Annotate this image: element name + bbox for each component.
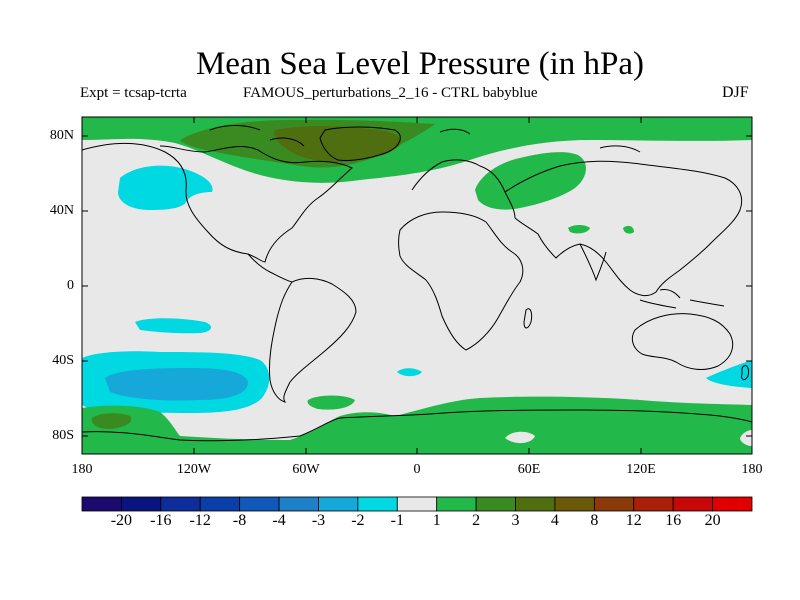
- lon-tick-0: 0: [413, 462, 421, 477]
- colorbar-swatch: [396, 496, 438, 512]
- colorbar-swatch: [278, 496, 319, 512]
- colorbar-swatch: [199, 496, 241, 512]
- coast-north-america: [81, 143, 353, 263]
- indian-negative: [706, 360, 752, 388]
- chart-title: Mean Sea Level Pressure (in hPa): [195, 46, 645, 82]
- colorbar-label: -2: [351, 512, 365, 529]
- colorbar-label: -4: [272, 512, 286, 529]
- colorbar-swatch: [239, 496, 280, 512]
- lat-tick-40s: 40S: [52, 353, 74, 368]
- coast-africa: [398, 211, 524, 351]
- coast-arctic-islands: [209, 125, 641, 153]
- lon-tick-180e: 180: [741, 462, 763, 477]
- colorbar-swatch: [475, 496, 516, 512]
- south-atlantic-negative: [397, 368, 422, 377]
- colorbar-swatch: [593, 496, 635, 512]
- coast-india: [579, 243, 607, 282]
- lat-tick-0: 0: [67, 278, 74, 293]
- season-label: DJF: [722, 84, 749, 101]
- lat-tick-80s: 80S: [52, 428, 74, 443]
- colorbar-label: -3: [311, 512, 326, 529]
- colorbar-swatch: [712, 496, 753, 512]
- colorbar-label: 1: [432, 512, 441, 529]
- southern-neutral-pocket-1: [505, 431, 535, 444]
- coast-asia: [504, 160, 743, 297]
- perturbation-label: FAMOUS_perturbations_2_16 - CTRL babyblu…: [243, 85, 538, 101]
- coast-madagascar: [523, 308, 533, 329]
- lat-tick-80n: 80N: [49, 128, 74, 143]
- greenland-positive: [274, 125, 401, 163]
- lon-tick-120w: 120W: [176, 462, 212, 477]
- colorbar-swatch: [121, 496, 162, 512]
- lon-tick-60w: 60W: [292, 462, 320, 477]
- colorbar-swatch: [436, 496, 477, 512]
- colorbar-label: -8: [232, 512, 247, 529]
- coast-greenland: [319, 126, 401, 161]
- coastlines: [81, 125, 753, 442]
- colorbar: [81, 496, 753, 512]
- southern-neutral-pocket-2: [740, 430, 752, 446]
- colorbar-label: -16: [150, 512, 172, 529]
- anomaly-fields: [82, 117, 752, 454]
- colorbar-swatch: [515, 496, 556, 512]
- lon-tick-120e: 120E: [626, 462, 656, 477]
- southern-dark-positive: [91, 413, 132, 429]
- china-small-positive: [623, 225, 634, 234]
- colorbar-swatch: [357, 496, 398, 512]
- coast-central-america: [247, 253, 293, 283]
- drake-positive: [307, 395, 355, 410]
- coast-europe: [411, 159, 516, 219]
- colorbar-swatch: [672, 496, 713, 512]
- coast-south-america: [269, 277, 357, 403]
- lat-tick-40n: 40N: [49, 203, 74, 218]
- colorbar-label: 3: [511, 512, 520, 529]
- colorbar-label: 4: [550, 512, 559, 529]
- coast-new-zealand: [741, 365, 749, 381]
- tick-marks: [81, 117, 753, 454]
- coast-antarctica: [81, 409, 753, 442]
- colorbar-label: 2: [472, 512, 481, 529]
- colorbar-label: -12: [189, 512, 211, 529]
- colorbar-swatch: [81, 496, 122, 512]
- colorbar-label: -1: [390, 512, 404, 529]
- colorbar-label: -20: [110, 512, 133, 529]
- colorbar-swatch: [554, 496, 595, 512]
- coast-australia: [631, 313, 734, 370]
- south-pacific-strong-negative: [105, 368, 248, 401]
- colorbar-swatch: [160, 496, 201, 512]
- coast-maritime: [639, 289, 725, 309]
- asia-small-positive: [568, 225, 590, 234]
- experiment-label: Expt = tcsap-tcrta: [80, 85, 187, 101]
- lon-tick-60e: 60E: [517, 462, 541, 477]
- colorbar-label: 20: [704, 512, 721, 529]
- colorbar-label: 12: [625, 512, 642, 529]
- lon-tick-180w: 180: [71, 462, 93, 477]
- colorbar-swatch: [633, 496, 674, 512]
- south-pacific-negative-small: [135, 318, 212, 334]
- colorbar-label: 16: [665, 512, 682, 529]
- colorbar-label: 8: [590, 512, 599, 529]
- colorbar-swatch: [318, 496, 359, 512]
- north-pacific-negative: [118, 165, 213, 210]
